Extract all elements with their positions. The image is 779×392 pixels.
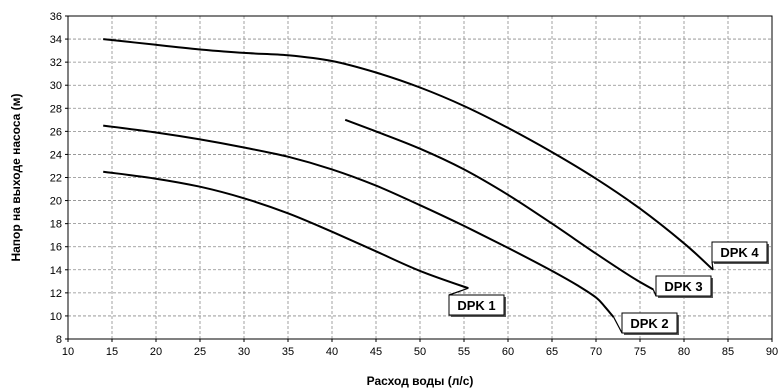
y-tick-label: 12 bbox=[50, 288, 62, 300]
callout-box-dpk-1 bbox=[448, 294, 505, 316]
series-label-dpk-4: DPK 4 bbox=[720, 245, 759, 260]
x-tick-label: 15 bbox=[106, 346, 118, 358]
series-line-dpk-4 bbox=[103, 38, 714, 271]
y-tick-label: 34 bbox=[50, 34, 62, 46]
x-tick-label: 75 bbox=[634, 346, 646, 358]
x-tick-label: 70 bbox=[590, 346, 602, 358]
x-tick-labels: 10 15 20 25 30 35 40 45 50 55 60 65 70 75 80 85 90 bbox=[62, 339, 778, 358]
y-tick-label: 14 bbox=[50, 265, 62, 277]
y-tick-label: 18 bbox=[50, 219, 62, 231]
x-tick-label: 30 bbox=[238, 346, 250, 358]
series-line-dpk-2 bbox=[103, 124, 615, 318]
x-tick-label: 50 bbox=[414, 346, 426, 358]
callout-leader-dpk-4 bbox=[711, 261, 714, 270]
y-tick-label: 30 bbox=[50, 80, 62, 92]
series-line-dpk-3 bbox=[344, 118, 654, 291]
series-line-dpk-1 bbox=[103, 170, 469, 290]
x-axis-title: Расход воды (л/с) bbox=[367, 374, 474, 388]
x-tick-label: 25 bbox=[194, 346, 206, 358]
x-tick-label: 80 bbox=[678, 346, 690, 358]
callout-box-dpk-3 bbox=[655, 275, 712, 297]
y-tick-label: 24 bbox=[50, 149, 62, 161]
series-label-dpk-2: DPK 2 bbox=[630, 316, 668, 331]
x-tick-label: 55 bbox=[458, 346, 470, 358]
y-tick-label: 36 bbox=[50, 11, 62, 23]
x-tick-label: 35 bbox=[282, 346, 294, 358]
x-tick-label: 85 bbox=[722, 346, 734, 358]
y-tick-label: 10 bbox=[50, 311, 62, 323]
y-tick-label: 16 bbox=[50, 242, 62, 254]
x-tick-label: 10 bbox=[62, 346, 74, 358]
y-tick-label: 26 bbox=[50, 126, 62, 138]
y-tick-labels: 8 10 12 14 16 18 20 22 24 26 28 30 32 34 36 bbox=[50, 11, 68, 346]
y-axis-title: Напор на выходе насоса (м) bbox=[9, 93, 23, 261]
series-label-dpk-1: DPK 1 bbox=[457, 298, 495, 313]
x-tick-label: 20 bbox=[150, 346, 162, 358]
x-tick-label: 90 bbox=[766, 346, 778, 358]
gridlines bbox=[68, 16, 772, 339]
callout-leader-dpk-2 bbox=[613, 316, 623, 334]
y-tick-label: 20 bbox=[50, 196, 62, 208]
x-tick-label: 65 bbox=[546, 346, 558, 358]
x-tick-label: 60 bbox=[502, 346, 514, 358]
x-tick-label: 45 bbox=[370, 346, 382, 358]
y-tick-label: 22 bbox=[50, 173, 62, 185]
series-group: DPK 1 DPK 2 DPK 3 DPK 4 bbox=[103, 38, 769, 335]
x-tick-label: 40 bbox=[326, 346, 338, 358]
series-label-dpk-3: DPK 3 bbox=[664, 279, 702, 294]
y-tick-label: 8 bbox=[56, 334, 62, 346]
y-tick-label: 32 bbox=[50, 57, 62, 69]
y-tick-label: 28 bbox=[50, 103, 62, 115]
callout-box-dpk-2 bbox=[621, 312, 678, 334]
callout-leader-dpk-1 bbox=[448, 287, 469, 296]
callout-box-dpk-4 bbox=[711, 241, 768, 263]
